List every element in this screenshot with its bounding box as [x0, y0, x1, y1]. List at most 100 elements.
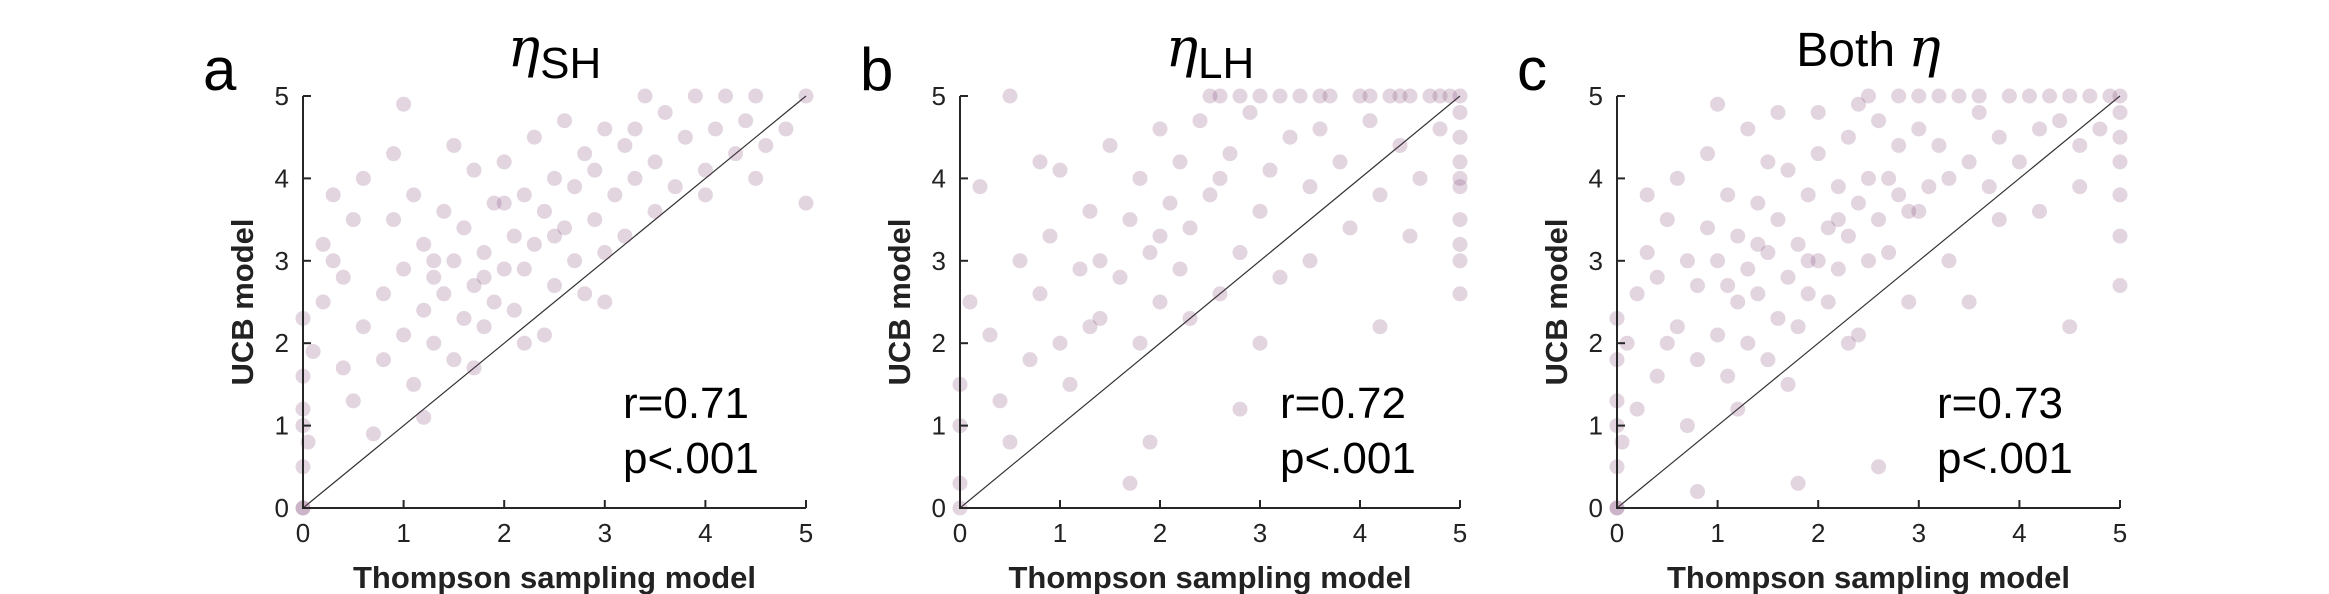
data-point — [1222, 146, 1238, 162]
data-point — [2032, 121, 2048, 137]
data-point — [1302, 179, 1318, 195]
data-point — [335, 269, 351, 285]
data-point — [1850, 195, 1866, 211]
data-point — [627, 121, 643, 137]
y-tick-label: 2 — [932, 328, 946, 358]
data-point — [516, 261, 532, 277]
data-point — [1850, 96, 1866, 112]
data-point — [1452, 179, 1468, 195]
data-point — [325, 187, 341, 203]
data-point — [1614, 434, 1630, 450]
data-point — [1432, 121, 1448, 137]
data-point — [1062, 376, 1078, 392]
data-point — [1032, 286, 1048, 302]
data-point — [2072, 137, 2088, 153]
data-point — [1810, 104, 1826, 120]
data-point — [1649, 368, 1665, 384]
data-point — [486, 195, 502, 211]
data-point — [1730, 228, 1746, 244]
panel-letter: a — [203, 36, 237, 103]
y-tick-label: 0 — [1589, 493, 1603, 523]
identity-line — [302, 95, 807, 509]
data-point — [962, 294, 978, 310]
y-axis-label: UCB model — [225, 218, 260, 385]
data-point — [446, 352, 462, 368]
data-point — [1092, 253, 1108, 269]
title-text: Both — [1796, 24, 1908, 77]
data-point — [547, 170, 562, 186]
data-point — [1442, 88, 1458, 104]
panel-letter: b — [860, 36, 893, 103]
data-point — [1679, 253, 1695, 269]
data-point — [2011, 154, 2027, 170]
data-point — [1780, 269, 1796, 285]
data-point — [1262, 162, 1278, 178]
data-point — [1669, 170, 1685, 186]
data-point — [707, 121, 723, 137]
x-tick-label: 1 — [1053, 518, 1067, 548]
data-point — [1042, 228, 1058, 244]
data-point — [2042, 88, 2058, 104]
data-point — [1689, 352, 1705, 368]
x-tick-label: 3 — [1253, 518, 1267, 548]
data-point — [1002, 88, 1018, 104]
data-point — [1232, 245, 1248, 261]
data-point — [1392, 88, 1408, 104]
y-tick-label: 0 — [275, 493, 289, 523]
data-point — [345, 393, 361, 409]
data-point — [1362, 113, 1378, 129]
data-point — [1152, 294, 1168, 310]
data-point — [1700, 220, 1716, 236]
data-point — [637, 88, 653, 104]
data-point — [1760, 352, 1776, 368]
data-point — [1971, 88, 1987, 104]
data-point — [1659, 335, 1675, 351]
title-subscript: LH — [1198, 39, 1254, 88]
data-point — [657, 104, 673, 120]
y-tick-label: 3 — [275, 246, 289, 276]
y-tick-label: 1 — [1589, 411, 1603, 441]
data-point — [1312, 88, 1328, 104]
data-point — [1232, 401, 1248, 417]
data-point — [466, 162, 482, 178]
data-point — [1710, 253, 1726, 269]
y-tick-label: 4 — [932, 163, 946, 193]
data-point — [1891, 88, 1907, 104]
data-point — [426, 253, 442, 269]
data-point — [1202, 88, 1218, 104]
data-point — [446, 253, 462, 269]
data-point — [1142, 245, 1158, 261]
scatter-panel-a: 0 1 2 3 4 5 0 1 2 3 4 5 Thompson sampling model UCB m… — [203, 16, 814, 594]
data-point — [2112, 187, 2128, 203]
x-tick-label: 4 — [698, 518, 712, 548]
data-point — [315, 294, 331, 310]
data-point — [1052, 162, 1068, 178]
data-point — [1720, 278, 1736, 294]
data-point — [1452, 286, 1468, 302]
data-point — [1172, 261, 1188, 277]
data-point — [697, 162, 713, 178]
data-point — [396, 327, 412, 343]
data-point — [1152, 121, 1168, 137]
data-point — [597, 121, 613, 137]
data-point — [667, 179, 683, 195]
data-point — [436, 286, 452, 302]
data-point — [1102, 137, 1118, 153]
data-point — [607, 187, 623, 203]
x-axis-label: Thompson sampling model — [1008, 560, 1411, 594]
data-points — [295, 88, 814, 516]
data-point — [972, 179, 988, 195]
data-point — [1629, 401, 1645, 417]
data-point — [1911, 121, 1927, 137]
y-tick-label: 1 — [275, 411, 289, 441]
data-point — [1810, 146, 1826, 162]
data-point — [456, 220, 472, 236]
data-point — [1432, 88, 1448, 104]
data-point — [496, 261, 512, 277]
data-point — [1272, 88, 1288, 104]
data-point — [1861, 88, 1876, 104]
data-point — [1232, 88, 1248, 104]
data-point — [1352, 88, 1368, 104]
data-point — [1740, 261, 1756, 277]
